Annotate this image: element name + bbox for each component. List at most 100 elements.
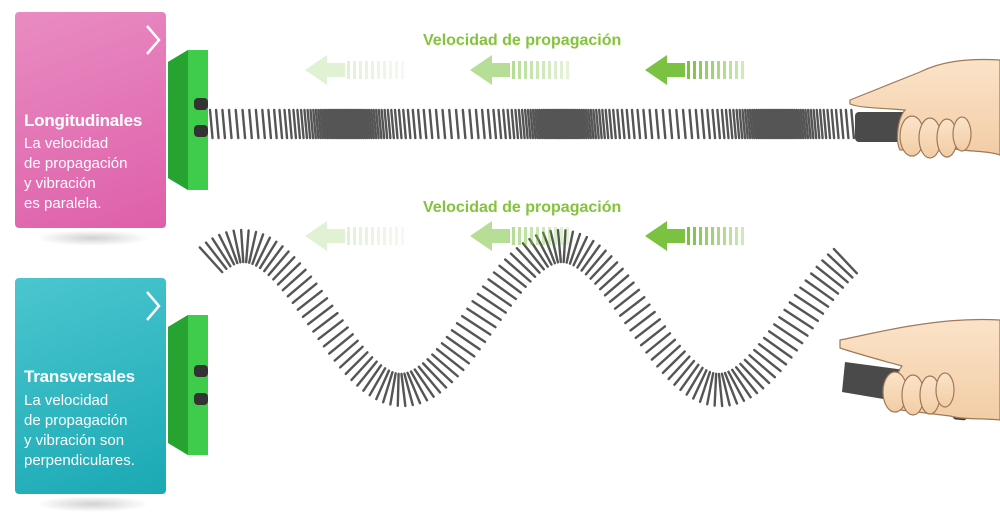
spring-coil <box>461 108 467 140</box>
spring-coil <box>281 268 307 292</box>
spring-coil <box>799 286 830 308</box>
spring-coil <box>762 108 768 140</box>
spring-coil <box>594 108 600 140</box>
spring-coil <box>346 108 351 140</box>
spring-coil <box>556 228 563 264</box>
spring-coil <box>520 108 526 140</box>
spring-coil <box>445 335 476 358</box>
spring-coil <box>406 108 412 140</box>
spring-coil <box>375 369 391 401</box>
spring-coil <box>481 285 513 307</box>
spring-coil <box>748 354 777 379</box>
spring-coil <box>272 256 296 281</box>
spring-coil <box>534 234 553 266</box>
spring-coil <box>797 108 803 140</box>
spring-coil <box>306 108 312 140</box>
spring-coil <box>534 108 540 140</box>
spring-coil <box>751 108 757 140</box>
spring-coil <box>762 336 793 359</box>
spring-coil <box>301 297 329 319</box>
spring-coil <box>342 108 348 140</box>
spring-coil <box>356 108 361 140</box>
spring-coil <box>309 108 315 140</box>
spring-coil <box>287 108 293 140</box>
chevron-right-icon[interactable] <box>144 290 162 322</box>
spring-coil <box>562 108 568 140</box>
spring-coil <box>349 108 355 140</box>
spring-coil <box>377 108 383 140</box>
spring-coil <box>517 108 523 140</box>
spring-coil <box>570 108 576 140</box>
spring-coil <box>455 322 487 344</box>
spring-coil <box>317 108 323 140</box>
spring-coil <box>528 237 549 268</box>
spring-coil <box>333 339 359 362</box>
spring-coil <box>580 108 586 140</box>
spring-coil <box>717 372 724 408</box>
spring-coil <box>685 366 704 396</box>
chevron-right-icon[interactable] <box>144 24 162 56</box>
spring-coil <box>667 355 691 381</box>
spring-coil <box>402 108 407 140</box>
spring-coil <box>393 108 399 140</box>
spring-coil <box>221 108 227 140</box>
spring-coil <box>692 369 708 400</box>
spring-coil <box>396 372 400 407</box>
spring-coil <box>556 108 562 140</box>
spring-coil <box>403 372 414 407</box>
spring-coil <box>367 108 373 140</box>
spring-coil <box>789 108 795 140</box>
spring-coil <box>362 364 383 392</box>
transversal-card[interactable]: Transversales La velocidad de propagació… <box>15 278 166 494</box>
spring-coil <box>204 241 228 271</box>
spring-coil <box>486 108 492 140</box>
spring-coil <box>450 329 481 351</box>
spring-coil <box>818 108 824 140</box>
spring-coil <box>474 108 480 140</box>
spring-coil <box>526 108 532 140</box>
spring-coil <box>468 108 474 140</box>
spring-coil <box>711 108 717 140</box>
spring-coil <box>492 108 498 140</box>
spring-coil <box>428 108 434 140</box>
spring-coil <box>771 108 776 140</box>
spring-coil <box>338 108 343 140</box>
spring-coil <box>815 108 821 140</box>
spring-coil <box>359 108 365 140</box>
arrow-left-icon <box>645 55 744 85</box>
spring-coil <box>263 245 284 273</box>
spring-coil <box>365 108 371 140</box>
spring-coil <box>734 366 759 395</box>
spring-coil <box>325 108 331 140</box>
spring-coil <box>466 307 497 329</box>
card-shadow <box>35 230 150 246</box>
spring-coil <box>227 108 233 140</box>
spring-coil <box>350 356 374 382</box>
spring-coil <box>809 108 815 140</box>
longitudinal-card[interactable]: Longitudinales La velocidad de propagaci… <box>15 12 166 228</box>
spring-coil <box>645 332 672 354</box>
spring-coil <box>544 108 550 140</box>
spring-coil <box>784 108 789 140</box>
spring-coil <box>400 372 407 408</box>
spring-coil <box>830 108 836 140</box>
spring-coil <box>254 108 260 140</box>
spring-coil <box>799 108 805 140</box>
spring-coil <box>471 300 502 321</box>
spring-coil <box>529 108 535 140</box>
spring-coil <box>572 235 589 267</box>
spring-coil <box>578 108 584 140</box>
spring-coil <box>480 108 486 140</box>
spring-coil <box>241 108 247 140</box>
spring-coil <box>730 368 752 399</box>
spring-coil <box>549 108 555 140</box>
spring-coil <box>413 368 435 398</box>
spring-coil <box>760 108 766 140</box>
spring-coil <box>397 108 403 140</box>
spring-coil <box>426 358 454 384</box>
spring-coil <box>806 108 812 140</box>
spring-coil <box>580 244 601 272</box>
longitudinal-spring <box>208 108 856 140</box>
arrow-left-icon <box>470 55 569 85</box>
